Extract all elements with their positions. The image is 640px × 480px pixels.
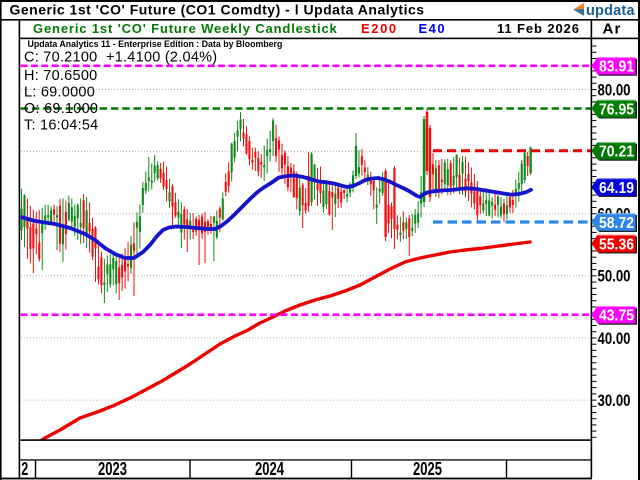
svg-text:70.21: 70.21: [599, 144, 634, 161]
svg-text:Updata Analytics 11 - Enterpri: Updata Analytics 11 - Enterprise Edition…: [28, 39, 283, 49]
svg-text:11 Feb 2026: 11 Feb 2026: [497, 21, 580, 36]
svg-text:50.00: 50.00: [598, 268, 631, 286]
svg-text:64.19: 64.19: [599, 180, 634, 197]
svg-text:80.00: 80.00: [598, 81, 631, 99]
svg-text:C: 70.2100 +1.4100 (2.04%): C: 70.2100 +1.4100 (2.04%): [24, 50, 217, 66]
svg-text:40.00: 40.00: [598, 330, 631, 348]
svg-text:2023: 2023: [98, 459, 127, 479]
svg-text:H: 70.6500: H: 70.6500: [24, 68, 97, 84]
svg-text:E200: E200: [361, 21, 398, 36]
svg-text:30.00: 30.00: [598, 392, 631, 410]
svg-text:2: 2: [21, 459, 28, 479]
svg-text:T: 16:04:54: T: 16:04:54: [24, 118, 99, 134]
svg-text:2025: 2025: [413, 459, 442, 479]
svg-text:Generic 1st 'CO' Future Weekly: Generic 1st 'CO' Future Weekly Candlesti…: [33, 21, 338, 36]
svg-text:83.91: 83.91: [599, 59, 634, 76]
svg-text:L: 69.0000: L: 69.0000: [24, 85, 95, 101]
svg-text:updata: updata: [586, 3, 635, 19]
svg-text:O: 69.1000: O: 69.1000: [24, 101, 98, 117]
svg-text:Generic 1st 'CO' Future (CO1 C: Generic 1st 'CO' Future (CO1 Comdty) - l…: [10, 2, 425, 18]
svg-text:43.75: 43.75: [599, 308, 634, 325]
svg-text:Ar: Ar: [603, 21, 622, 38]
svg-text:2024: 2024: [255, 459, 284, 479]
svg-text:55.36: 55.36: [599, 236, 634, 253]
svg-text:58.72: 58.72: [599, 215, 634, 232]
svg-text:76.95: 76.95: [599, 101, 634, 118]
svg-text:E40: E40: [419, 21, 447, 36]
